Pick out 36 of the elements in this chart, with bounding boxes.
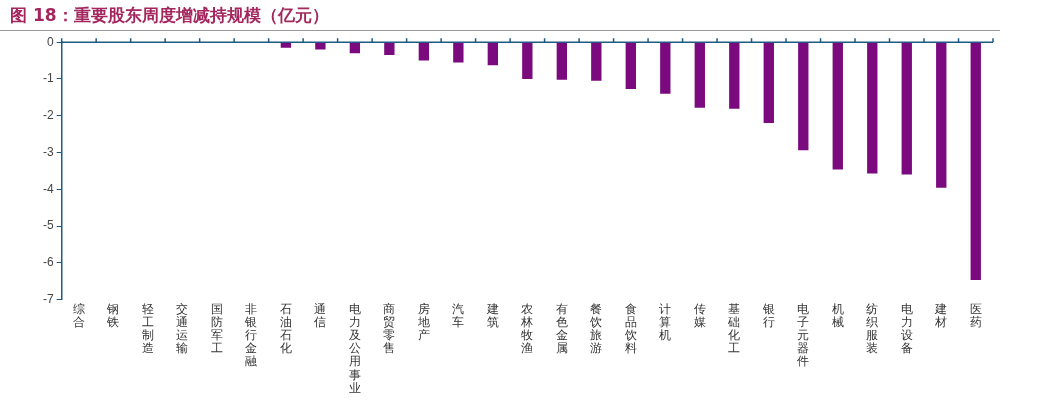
y-tick-label: -6 xyxy=(43,255,54,270)
x-tick-label: 房地产 xyxy=(416,301,430,342)
x-tick-label: 有色金属 xyxy=(555,301,568,356)
x-tick-label: 石油石化 xyxy=(279,301,292,356)
x-tick-label: 纺织服装 xyxy=(866,301,879,356)
x-tick-label: 通信 xyxy=(314,301,327,329)
x-tick-label: 轻工制造 xyxy=(141,301,154,356)
y-tick-label: -5 xyxy=(43,218,54,233)
x-tick-label: 钢铁 xyxy=(106,301,120,329)
x-tick-label: 农林牧渔 xyxy=(520,301,534,356)
x-tick-label: 电力设备 xyxy=(900,301,913,356)
y-tick-label: -3 xyxy=(43,144,54,159)
x-tick-label: 食品饮料 xyxy=(623,301,637,356)
x-tick-label: 综合 xyxy=(72,301,85,329)
x-tick-label: 商贸零售 xyxy=(383,301,396,356)
x-tick-label: 基础化工 xyxy=(727,301,741,356)
x-tick-label: 建筑 xyxy=(485,301,499,329)
y-tick-label: -1 xyxy=(43,71,54,86)
x-tick-label: 交通运输 xyxy=(176,301,189,356)
x-tick-label: 汽车 xyxy=(452,301,465,329)
x-tick-label: 医药 xyxy=(969,301,982,329)
x-tick-label: 计算机 xyxy=(659,301,672,342)
y-tick-label: -2 xyxy=(43,108,54,123)
x-tick-label: 传媒 xyxy=(693,301,706,329)
x-tick-label: 非银行金融 xyxy=(244,301,258,369)
x-tick-label: 机械 xyxy=(831,301,844,329)
x-tick-label: 银行 xyxy=(761,301,775,329)
x-tick-label: 电子元器件 xyxy=(797,301,810,369)
y-tick-label: -4 xyxy=(43,181,54,196)
y-tick-label: -7 xyxy=(43,291,54,306)
x-tick-label: 餐饮旅游 xyxy=(589,301,603,356)
x-tick-label: 建材 xyxy=(934,301,948,329)
x-tick-label: 国防军工 xyxy=(210,301,223,356)
x-tick-label: 电力及公用事业 xyxy=(348,301,361,395)
y-tick-label: 0 xyxy=(46,34,54,49)
chart-title: 图 18：重要股东周度增减持规模（亿元） xyxy=(10,4,329,27)
